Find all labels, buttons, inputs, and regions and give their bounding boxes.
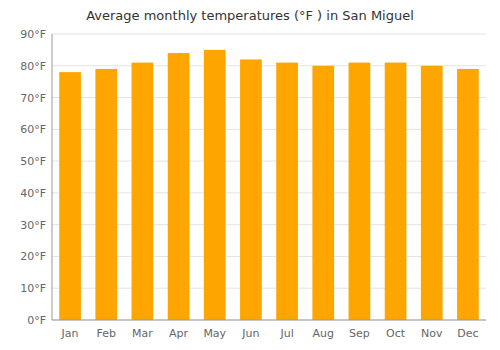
- bar: [385, 63, 407, 320]
- y-tick-label: 60°F: [20, 123, 46, 136]
- x-tick-label: Mar: [132, 327, 153, 340]
- bar: [132, 63, 154, 320]
- x-tick-label: Oct: [386, 327, 406, 340]
- y-tick-label: 90°F: [20, 28, 46, 41]
- y-tick-label: 70°F: [20, 92, 46, 105]
- x-tick-label: Jul: [279, 327, 293, 340]
- grid-line: [52, 34, 486, 35]
- y-tick-label: 0°F: [27, 314, 46, 327]
- bar: [349, 63, 371, 320]
- y-ticks: 0°F 10°F 20°F 30°F 40°F 50°F 60°F 70°F 80°F 90°F: [20, 28, 46, 327]
- y-tick-label: 10°F: [20, 282, 46, 295]
- x-tick-label: Dec: [457, 327, 478, 340]
- bars: [59, 50, 479, 320]
- x-tick-label: Sep: [349, 327, 370, 340]
- x-tick-label: May: [203, 327, 226, 340]
- x-ticks: Jan Feb Mar Apr May Jun Jul Aug Sep Oct Nov Dec: [61, 327, 479, 340]
- bar: [59, 72, 81, 320]
- bar: [457, 69, 479, 320]
- grid-line: [52, 320, 486, 321]
- x-tick-label: Nov: [421, 327, 443, 340]
- y-axis-line: [52, 34, 53, 320]
- x-tick-label: Apr: [169, 327, 189, 340]
- bar: [312, 66, 334, 320]
- bar: [95, 69, 117, 320]
- bar: [276, 63, 298, 320]
- bar: [421, 66, 443, 320]
- y-tick-label: 30°F: [20, 219, 46, 232]
- chart: Average monthly temperatures (°F ) in Sa…: [0, 0, 500, 350]
- x-tick-label: Feb: [97, 327, 116, 340]
- bar: [168, 53, 190, 320]
- y-tick-label: 40°F: [20, 187, 46, 200]
- y-tick-label: 20°F: [20, 250, 46, 263]
- x-axis-line: [52, 320, 486, 321]
- x-tick-label: Jun: [241, 327, 259, 340]
- x-tick-label: Jan: [61, 327, 79, 340]
- y-tick-label: 50°F: [20, 155, 46, 168]
- x-tick-label: Aug: [313, 327, 334, 340]
- bar: [204, 50, 226, 320]
- y-tick-label: 80°F: [20, 60, 46, 73]
- bar: [240, 59, 262, 320]
- grid: [52, 34, 486, 320]
- title: Average monthly temperatures (°F ) in Sa…: [86, 8, 414, 23]
